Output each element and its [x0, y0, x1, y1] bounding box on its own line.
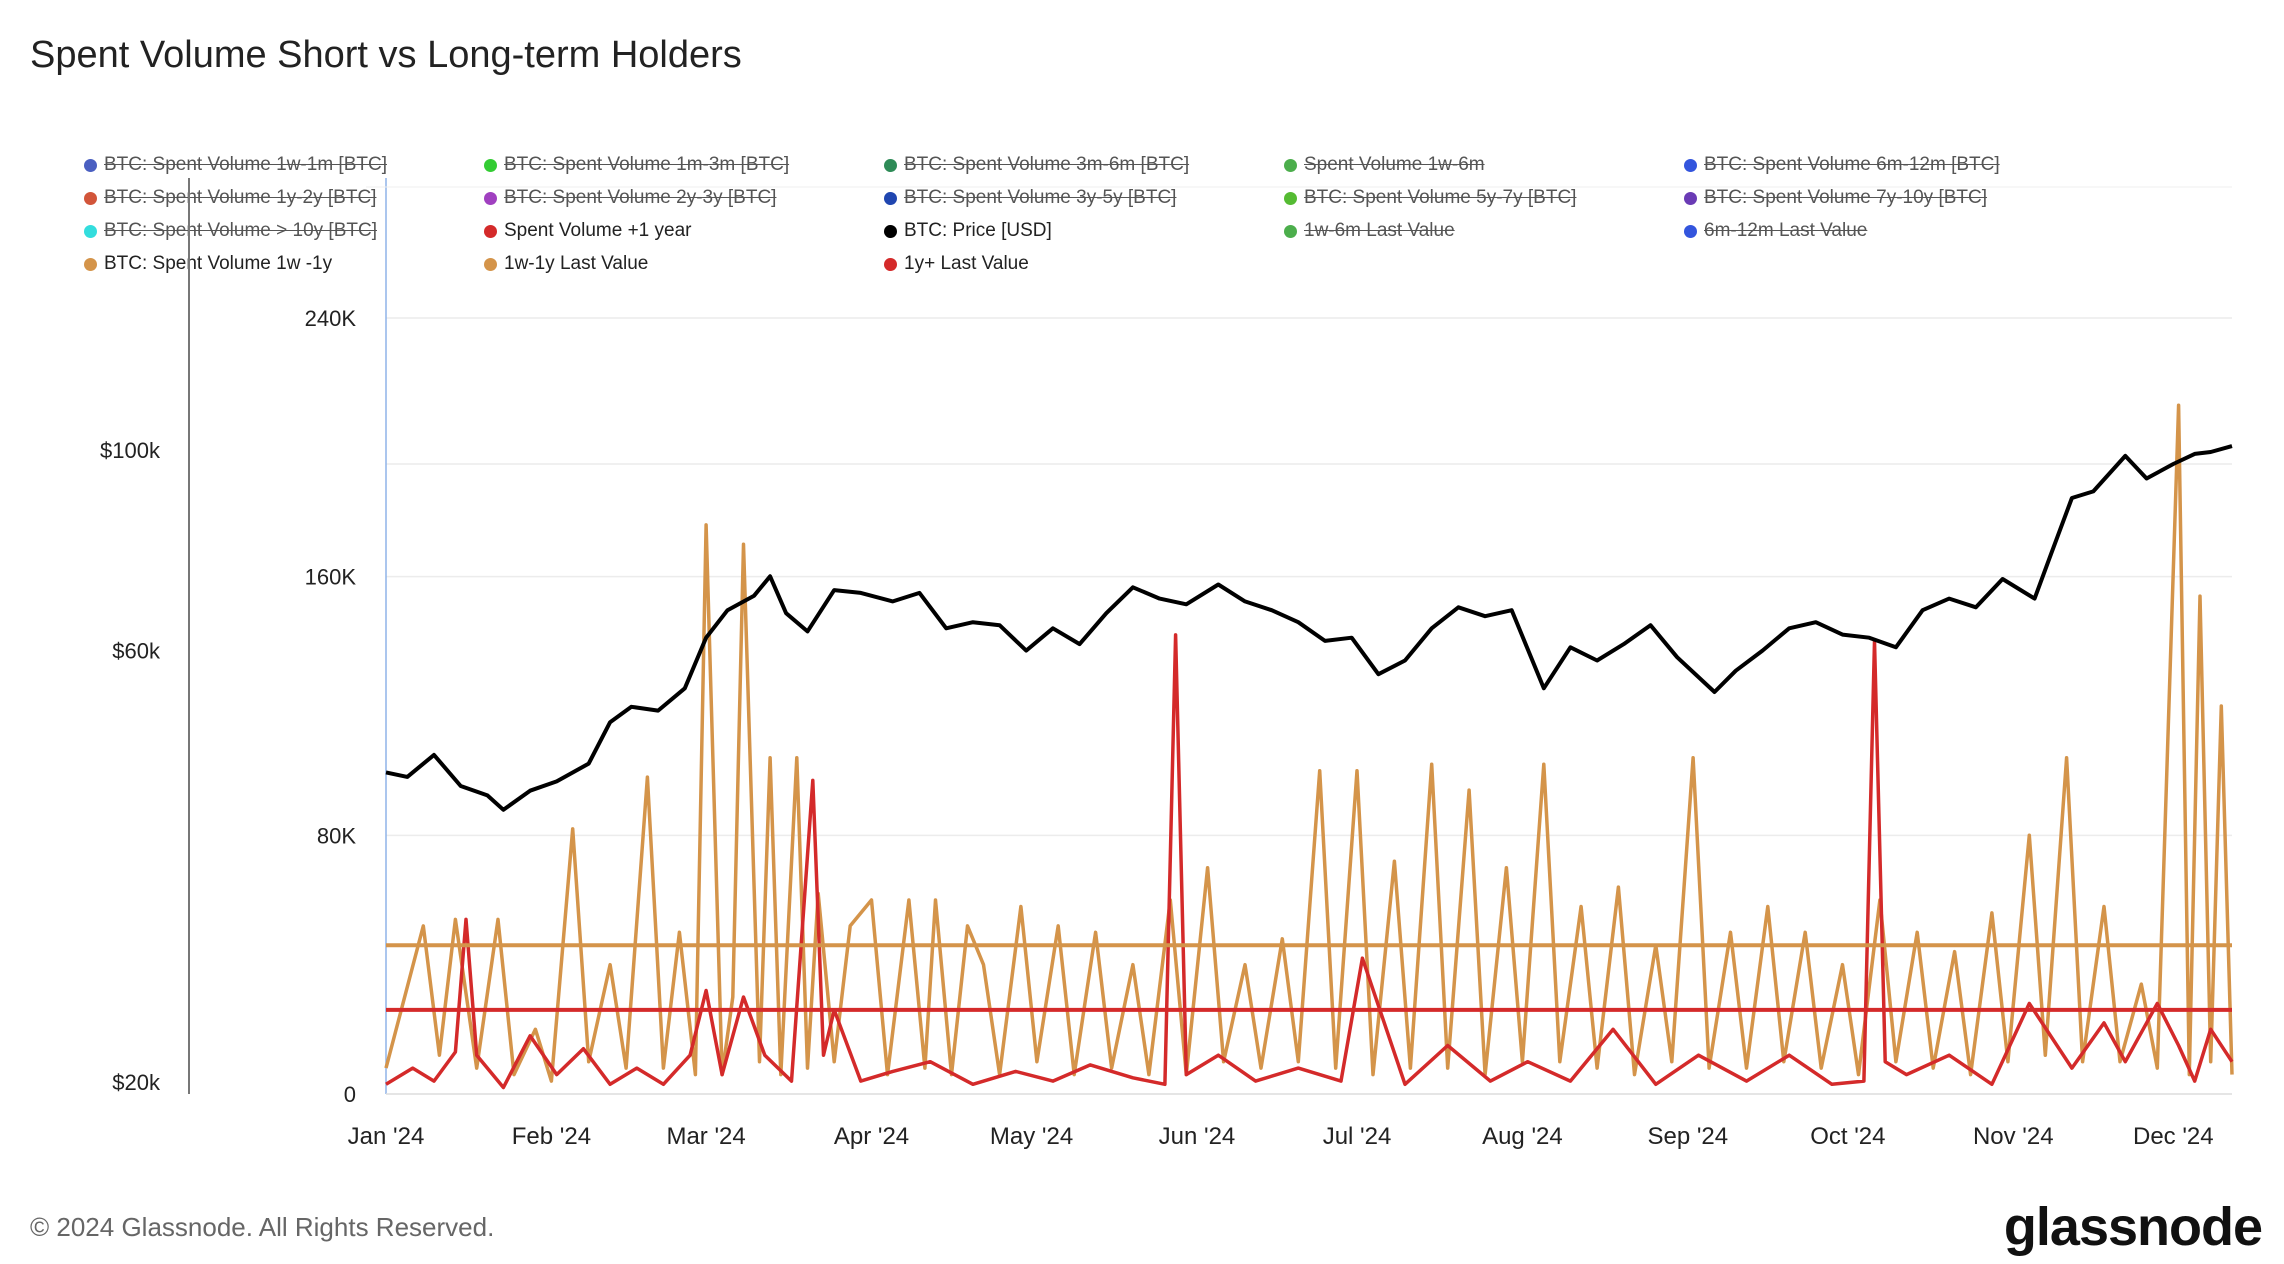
x-axis-tick-label: Mar '24	[666, 1123, 745, 1150]
legend-swatch	[1284, 158, 1297, 172]
legend-item[interactable]: 1y+ Last Value	[884, 253, 1029, 275]
legend-swatch	[484, 224, 497, 238]
legend-swatch	[884, 257, 897, 271]
series-line	[385, 633, 2234, 1090]
legend-swatch	[1284, 191, 1297, 205]
copyright-footer: © 2024 Glassnode. All Rights Reserved.	[30, 1212, 495, 1242]
legend-item[interactable]: BTC: Spent Volume 5y-7y [BTC]	[1284, 187, 1576, 209]
legend-label: BTC: Spent Volume 7y-10y [BTC]	[1704, 187, 1988, 208]
x-axis-tick-label: Aug '24	[1482, 1123, 1563, 1150]
x-axis-tick-label: Feb '24	[512, 1123, 591, 1150]
x-axis-tick-label: Dec '24	[2133, 1123, 2214, 1150]
y-axis-tick-label: 0	[344, 1082, 356, 1107]
legend-swatch	[884, 191, 897, 205]
legend-label: 1y+ Last Value	[904, 253, 1029, 274]
price-axis-tick-label: $20k	[112, 1070, 161, 1095]
x-axis-tick-label: Jan '24	[348, 1123, 425, 1150]
x-axis-tick-label: Jun '24	[1159, 1123, 1236, 1150]
legend-label: BTC: Spent Volume 1w -1y	[104, 253, 333, 274]
legend-label: BTC: Spent Volume 5y-7y [BTC]	[1304, 187, 1577, 208]
legend-label: 1w-6m Last Value	[1304, 220, 1455, 241]
legend-swatch	[484, 257, 497, 271]
legend-item[interactable]: BTC: Spent Volume 3m-6m [BTC]	[884, 154, 1189, 176]
legend-swatch	[1684, 158, 1697, 172]
legend-swatch	[484, 158, 497, 172]
price-axis-tick-label: $100k	[100, 438, 161, 463]
chart-plot: 0 80K 160K 240K $20k $60k $100k Jan '24 Feb '24 M…	[100, 178, 2234, 1150]
y-axis-tick-label: 80K	[317, 823, 356, 848]
chart-title: Spent Volume Short vs Long-term Holders	[30, 34, 742, 76]
legend-item[interactable]: BTC: Spent Volume 1w -1y	[84, 253, 332, 275]
legend-item[interactable]: BTC: Spent Volume 1m-3m [BTC]	[484, 154, 789, 176]
legend-swatch	[84, 158, 97, 172]
legend-label: BTC: Spent Volume > 10y [BTC]	[104, 220, 377, 241]
legend-item[interactable]: Spent Volume +1 year	[484, 220, 692, 242]
legend-label: BTC: Spent Volume 1m-3m [BTC]	[504, 154, 790, 175]
legend-item[interactable]: BTC: Spent Volume 2y-3y [BTC]	[484, 187, 776, 209]
legend-item[interactable]: 1w-1y Last Value	[484, 253, 648, 275]
series-line	[385, 444, 2233, 812]
legend-swatch	[84, 191, 97, 205]
legend-swatch	[84, 224, 97, 238]
legend-item[interactable]: BTC: Spent Volume 1y-2y [BTC]	[84, 187, 376, 209]
series-line	[384, 403, 2234, 1083]
legend-swatch	[1684, 191, 1697, 205]
legend-swatch	[884, 224, 897, 238]
legend-item[interactable]: BTC: Price [USD]	[884, 220, 1052, 242]
price-axis-tick-label: $60k	[112, 639, 161, 664]
x-axis-tick-label: Nov '24	[1973, 1123, 2054, 1150]
x-axis-tick-label: Jul '24	[1323, 1123, 1392, 1150]
legend-swatch	[84, 257, 97, 271]
legend-label: BTC: Spent Volume 2y-3y [BTC]	[504, 187, 777, 208]
legend-item[interactable]: BTC: Spent Volume 3y-5y [BTC]	[884, 187, 1176, 209]
legend-label: BTC: Spent Volume 1w-1m [BTC]	[104, 154, 387, 175]
y-axis-tick-label: 160K	[305, 565, 357, 590]
legend-label: BTC: Spent Volume 3y-5y [BTC]	[904, 187, 1177, 208]
legend-label: BTC: Price [USD]	[904, 220, 1052, 241]
legend-label: 6m-12m Last Value	[1704, 220, 1868, 241]
legend-label: BTC: Spent Volume 3m-6m [BTC]	[904, 154, 1190, 175]
x-axis-tick-label: Apr '24	[834, 1123, 909, 1150]
x-axis-tick-label: May '24	[990, 1123, 1073, 1150]
legend-item[interactable]: Spent Volume 1w-6m	[1284, 154, 1485, 176]
legend-swatch	[1284, 224, 1297, 238]
legend-item[interactable]: 1w-6m Last Value	[1284, 220, 1455, 242]
legend-swatch	[1684, 224, 1697, 238]
x-axis-tick-label: Sep '24	[1647, 1123, 1728, 1150]
legend-item[interactable]: BTC: Spent Volume 1w-1m [BTC]	[84, 154, 387, 176]
legend-label: BTC: Spent Volume 1y-2y [BTC]	[104, 187, 377, 208]
legend-swatch	[484, 191, 497, 205]
legend-label: 1w-1y Last Value	[504, 253, 649, 274]
legend-swatch	[884, 158, 897, 172]
y-axis-tick-label: 240K	[305, 306, 357, 331]
legend-item[interactable]: BTC: Spent Volume > 10y [BTC]	[84, 220, 377, 242]
glassnode-logo[interactable]: glassnode	[2003, 1197, 2263, 1257]
x-axis-tick-label: Oct '24	[1810, 1123, 1885, 1150]
legend-label: Spent Volume +1 year	[504, 220, 692, 241]
legend-item[interactable]: BTC: Spent Volume 7y-10y [BTC]	[1684, 187, 1987, 209]
legend-label: BTC: Spent Volume 6m-12m [BTC]	[1704, 154, 2000, 175]
legend-item[interactable]: BTC: Spent Volume 6m-12m [BTC]	[1684, 154, 2000, 176]
legend-label: Spent Volume 1w-6m	[1304, 154, 1485, 175]
legend-item[interactable]: 6m-12m Last Value	[1684, 220, 1867, 242]
